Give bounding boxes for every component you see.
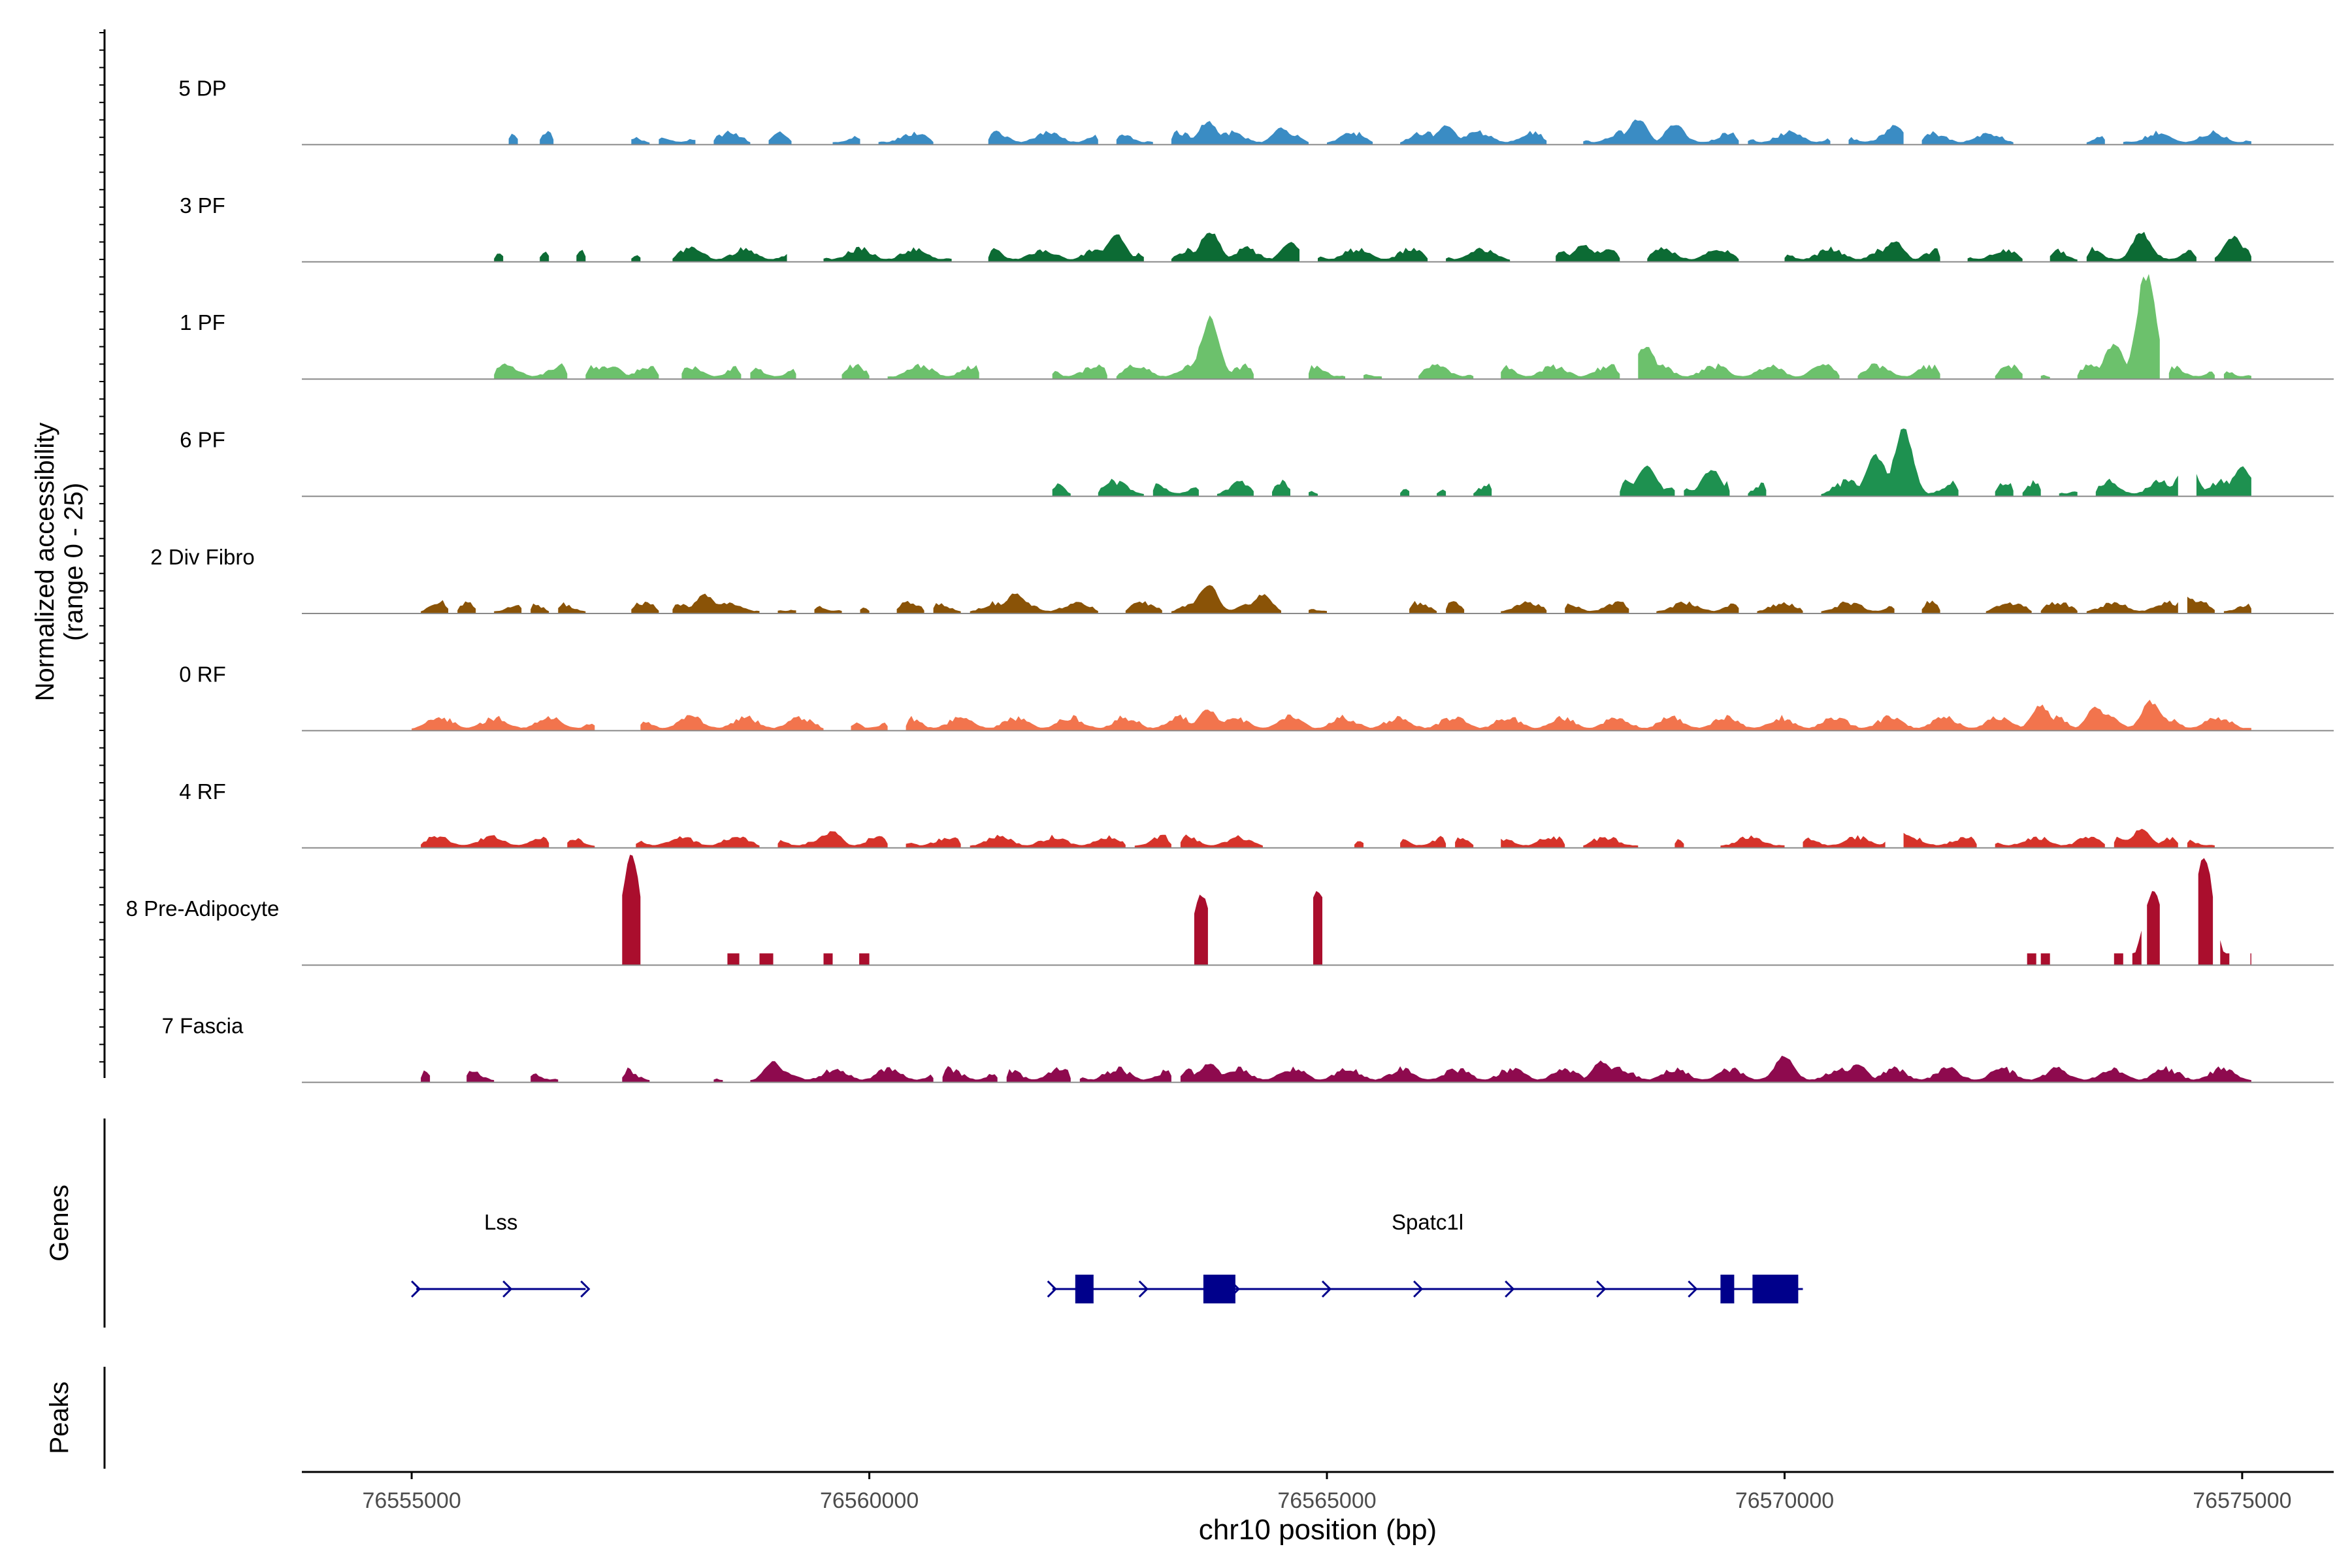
x-tick-label: 76575000 [2193,1488,2291,1513]
gene-label-spatc1l: Spatc1l [1392,1210,1463,1234]
track-2: 3 PF [180,193,2334,263]
gene-label-lss: Lss [484,1210,517,1234]
track-1: 5 DP [178,76,2334,146]
coverage-area-2-div-fibro [421,585,2251,613]
exon-block [1720,1275,1735,1303]
exon-block [1075,1275,1094,1303]
coverage-y-ticks [99,32,105,1063]
coverage-area-7-fascia [421,1055,2251,1083]
strand-arrow [1505,1280,1515,1298]
track-label-7-fascia: 7 Fascia [162,1014,244,1038]
track-label-4-rf: 4 RF [179,779,226,804]
coverage-tracks: 5 DP 3 PF 1 PF 6 PF 2 Div Fibro 0 RF 4 RF 8 Pre… [126,76,2334,1083]
track-label-3-pf: 3 PF [180,193,225,218]
gene-models: Lss Spatc1l [411,1210,1803,1303]
coverage-area-0-rf [412,700,2251,731]
track-label-1-pf: 1 PF [180,310,225,335]
coverage-area-3-pf [494,231,2251,262]
strand-arrow [411,1280,421,1298]
genes-axis-title: Genes [45,1184,74,1262]
coverage-area-4-rf [421,828,2215,848]
strand-arrow [1138,1280,1149,1298]
peaks-axis-title: Peaks [45,1381,74,1454]
strand-arrow [1321,1280,1332,1298]
track-label-0-rf: 0 RF [179,662,226,686]
x-axis-title: chr10 position (bp) [1199,1514,1437,1546]
x-axis-ticks: 76555000 76560000 76565000 76570000 76575000 [362,1472,2292,1513]
track-3: 1 PF [180,274,2334,380]
strand-arrow [1047,1280,1057,1298]
track-label-8-pre-adipocyte: 8 Pre-Adipocyte [126,896,280,921]
exon-block [1203,1275,1235,1303]
x-tick-label: 76565000 [1277,1488,1376,1513]
track-8: 8 Pre-Adipocyte [126,855,2334,966]
x-tick-label: 76570000 [1735,1488,1834,1513]
strand-arrow [1596,1280,1607,1298]
strand-arrow [502,1280,513,1298]
x-tick-label: 76560000 [820,1488,919,1513]
track-6: 0 RF [179,662,2334,732]
y-axis-title-line1: Normalized accessibility [31,423,59,702]
gene-lss: Lss [411,1210,591,1298]
x-tick-label: 76555000 [362,1488,461,1513]
track-4: 6 PF [180,428,2334,497]
exon-block [1752,1275,1799,1303]
track-label-2-div-fibro: 2 Div Fibro [150,545,255,569]
strand-arrow [580,1280,591,1298]
coverage-area-6-pf [1052,428,2251,497]
track-9: 7 Fascia [162,1014,2334,1083]
track-label-6-pf: 6 PF [180,428,225,452]
track-5: 2 Div Fibro [150,545,2334,614]
strand-arrow [1413,1280,1424,1298]
track-label-5-dp: 5 DP [178,76,226,100]
gene-spatc1l: Spatc1l [1047,1210,1803,1303]
track-7: 4 RF [179,779,2334,849]
y-axis-title-line2: (range 0 - 25) [59,483,88,641]
coverage-area-5-dp [508,119,2251,145]
strand-arrow [1688,1280,1698,1298]
